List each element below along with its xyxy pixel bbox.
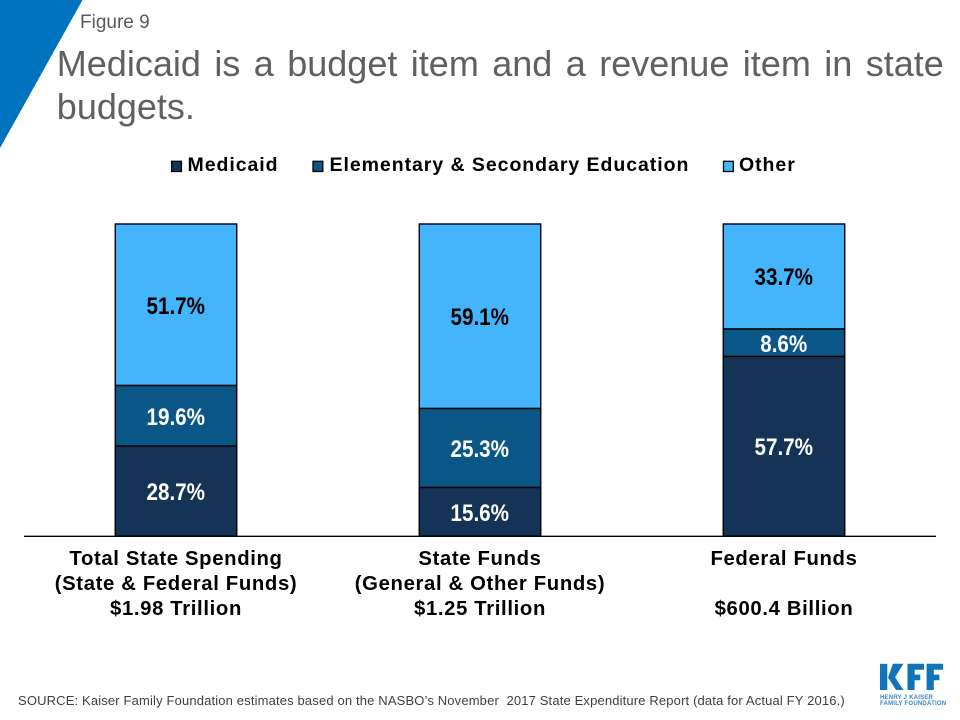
svg-text:FAMILY FOUNDATION: FAMILY FOUNDATION xyxy=(880,701,946,707)
svg-text:HENRY J KAISER: HENRY J KAISER xyxy=(880,695,934,701)
